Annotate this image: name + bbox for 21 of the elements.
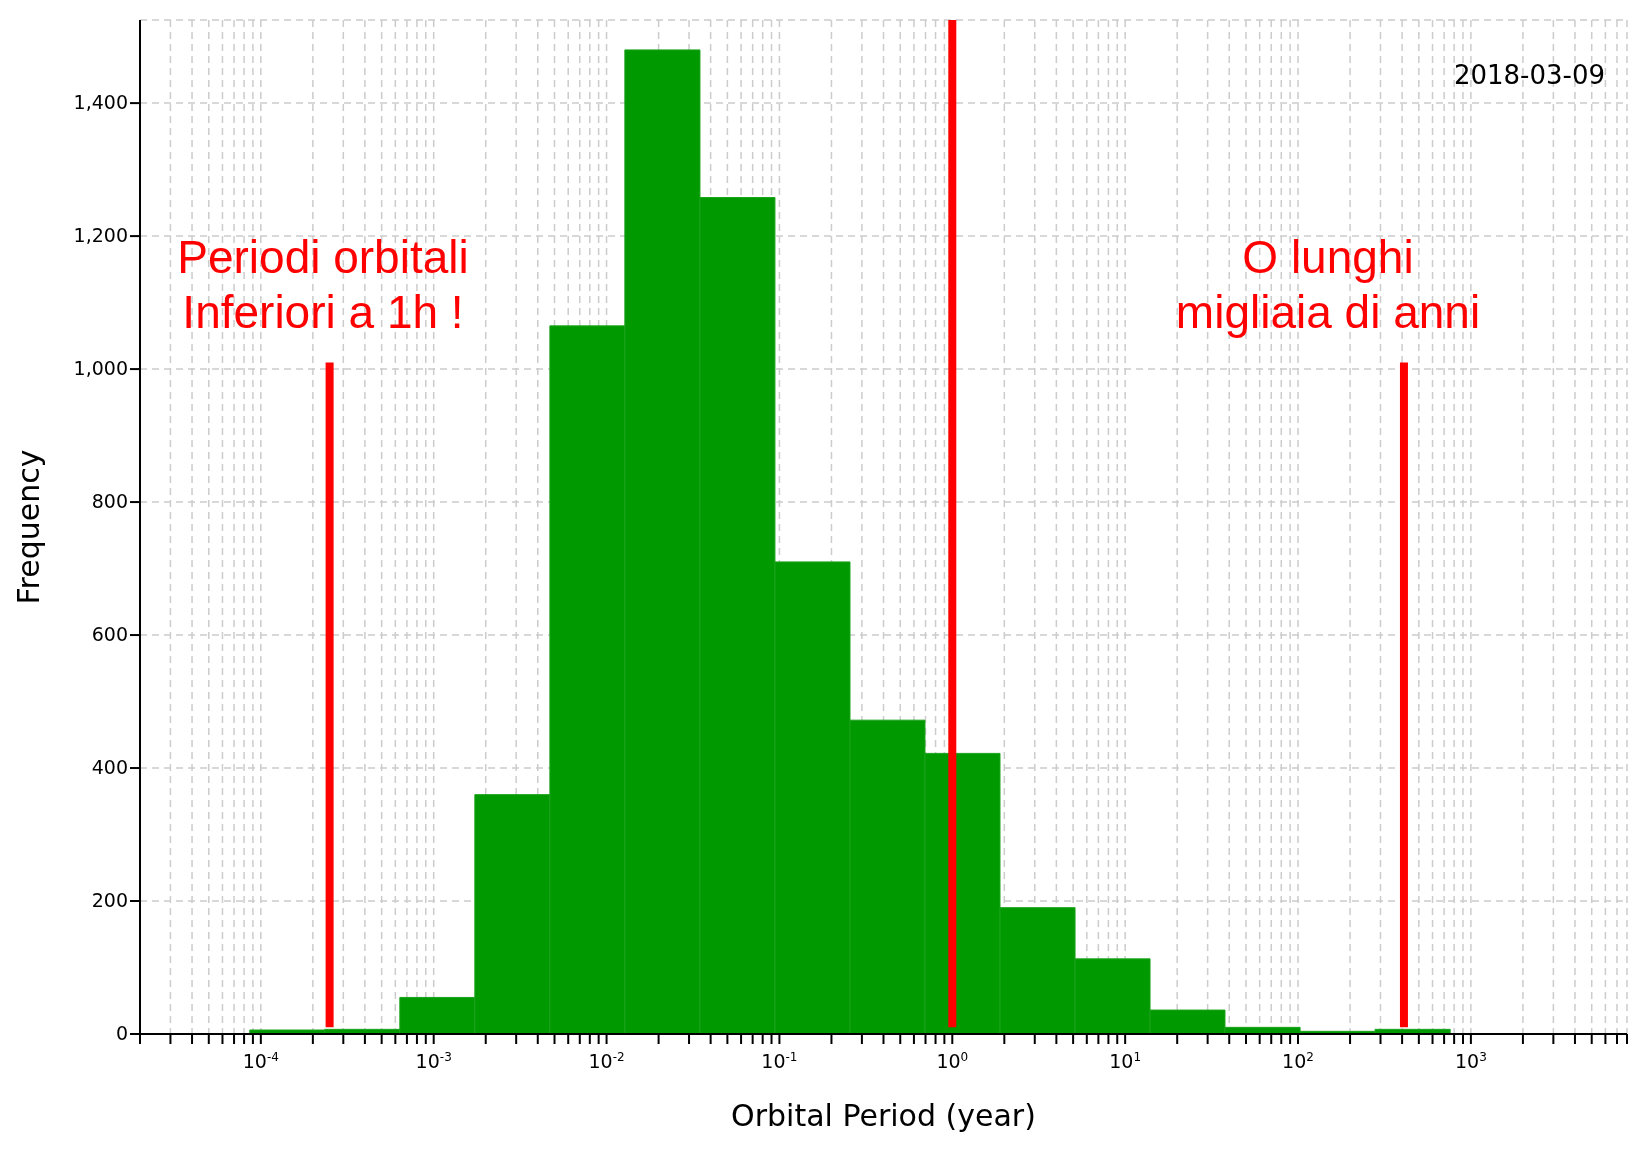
x-tick-label: 10$^{-2}$ — [588, 1050, 625, 1072]
x-tick-label: 10$^{1}$ — [1109, 1050, 1142, 1072]
y-tick-label: 200 — [91, 889, 128, 912]
annotation: 2018-03-09 — [1453, 60, 1605, 92]
x-tick-label: 10$^{2}$ — [1282, 1050, 1314, 1072]
y-axis-title: Frequency — [10, 449, 46, 605]
x-axis-title: Orbital Period (year) — [731, 1098, 1036, 1133]
x-tick-label: 10$^{-1}$ — [761, 1050, 798, 1072]
x-tick-label: 10$^{3}$ — [1454, 1050, 1487, 1072]
y-tick-label: 0 — [115, 1022, 128, 1044]
x-tick-label: 10$^{-4}$ — [242, 1050, 279, 1072]
y-tick-label: 600 — [91, 623, 128, 646]
y-tick-label: 1,000 — [73, 357, 128, 380]
y-tick-label: 1,400 — [73, 91, 128, 114]
annotation: Periodi orbitali Inferiori a 1h ! — [176, 230, 470, 341]
annotation: O lunghi migliaia di anni — [1174, 230, 1482, 341]
x-tick-label: 10$^{0}$ — [936, 1050, 969, 1072]
y-tick-label: 1,200 — [73, 224, 128, 247]
y-tick-label: 400 — [91, 756, 128, 779]
x-tick-label: 10$^{-3}$ — [415, 1050, 452, 1072]
y-tick-label: 800 — [91, 490, 128, 513]
